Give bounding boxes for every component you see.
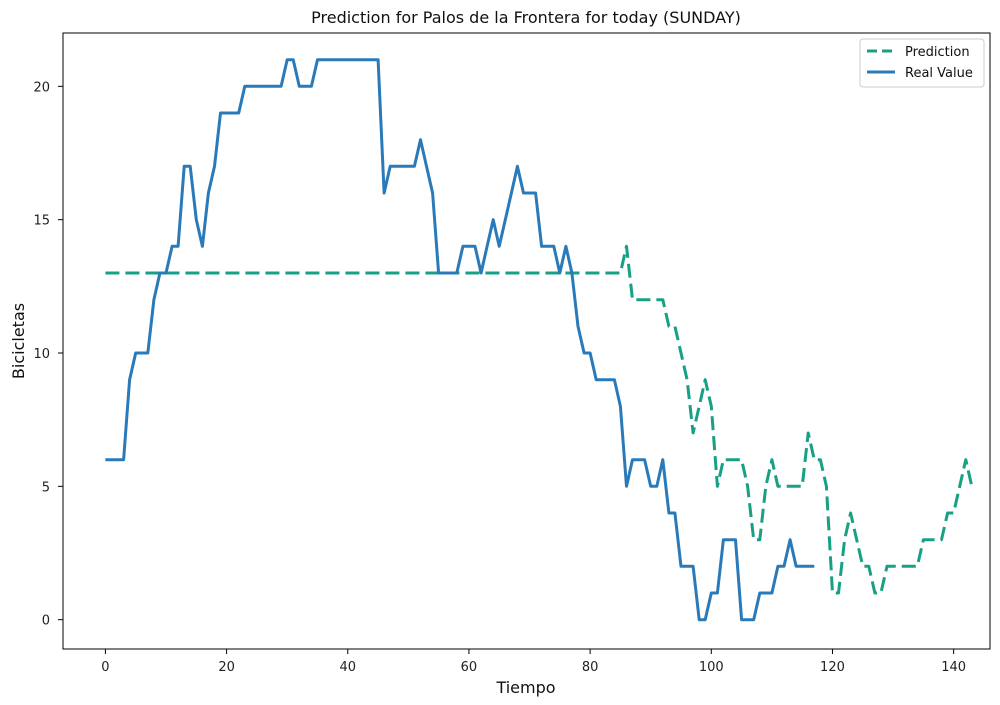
x-axis-ticks: 0 20 40 60 80 100 120 140: [101, 649, 966, 675]
x-tick-label: 140: [941, 660, 966, 675]
series-line-prediction: [105, 244, 974, 595]
y-tick-label: 0: [42, 614, 50, 629]
series-layer: [105, 58, 974, 622]
series-line-real-value: [105, 58, 815, 622]
x-tick-label: 80: [582, 660, 599, 675]
x-axis-label: Tiempo: [495, 678, 555, 697]
legend: Prediction Real Value: [859, 38, 985, 88]
x-tick-label: 100: [699, 660, 724, 675]
x-tick-label: 20: [218, 660, 235, 675]
chart-title: Prediction for Palos de la Frontera for …: [311, 8, 741, 27]
y-tick-label: 15: [33, 214, 50, 229]
y-axis-ticks: 0 5 10 15 20: [33, 80, 63, 629]
y-tick-label: 5: [42, 480, 50, 495]
y-axis-label: Bicicletas: [9, 303, 28, 379]
y-tick-label: 20: [33, 80, 50, 95]
legend-label-prediction: Prediction: [905, 45, 970, 60]
y-tick-label: 10: [33, 347, 50, 362]
x-tick-label: 0: [101, 660, 109, 675]
x-tick-label: 60: [461, 660, 478, 675]
x-tick-label: 120: [820, 660, 845, 675]
plot-frame: [62, 32, 991, 650]
x-tick-label: 40: [339, 660, 356, 675]
legend-label-real-value: Real Value: [905, 66, 973, 81]
